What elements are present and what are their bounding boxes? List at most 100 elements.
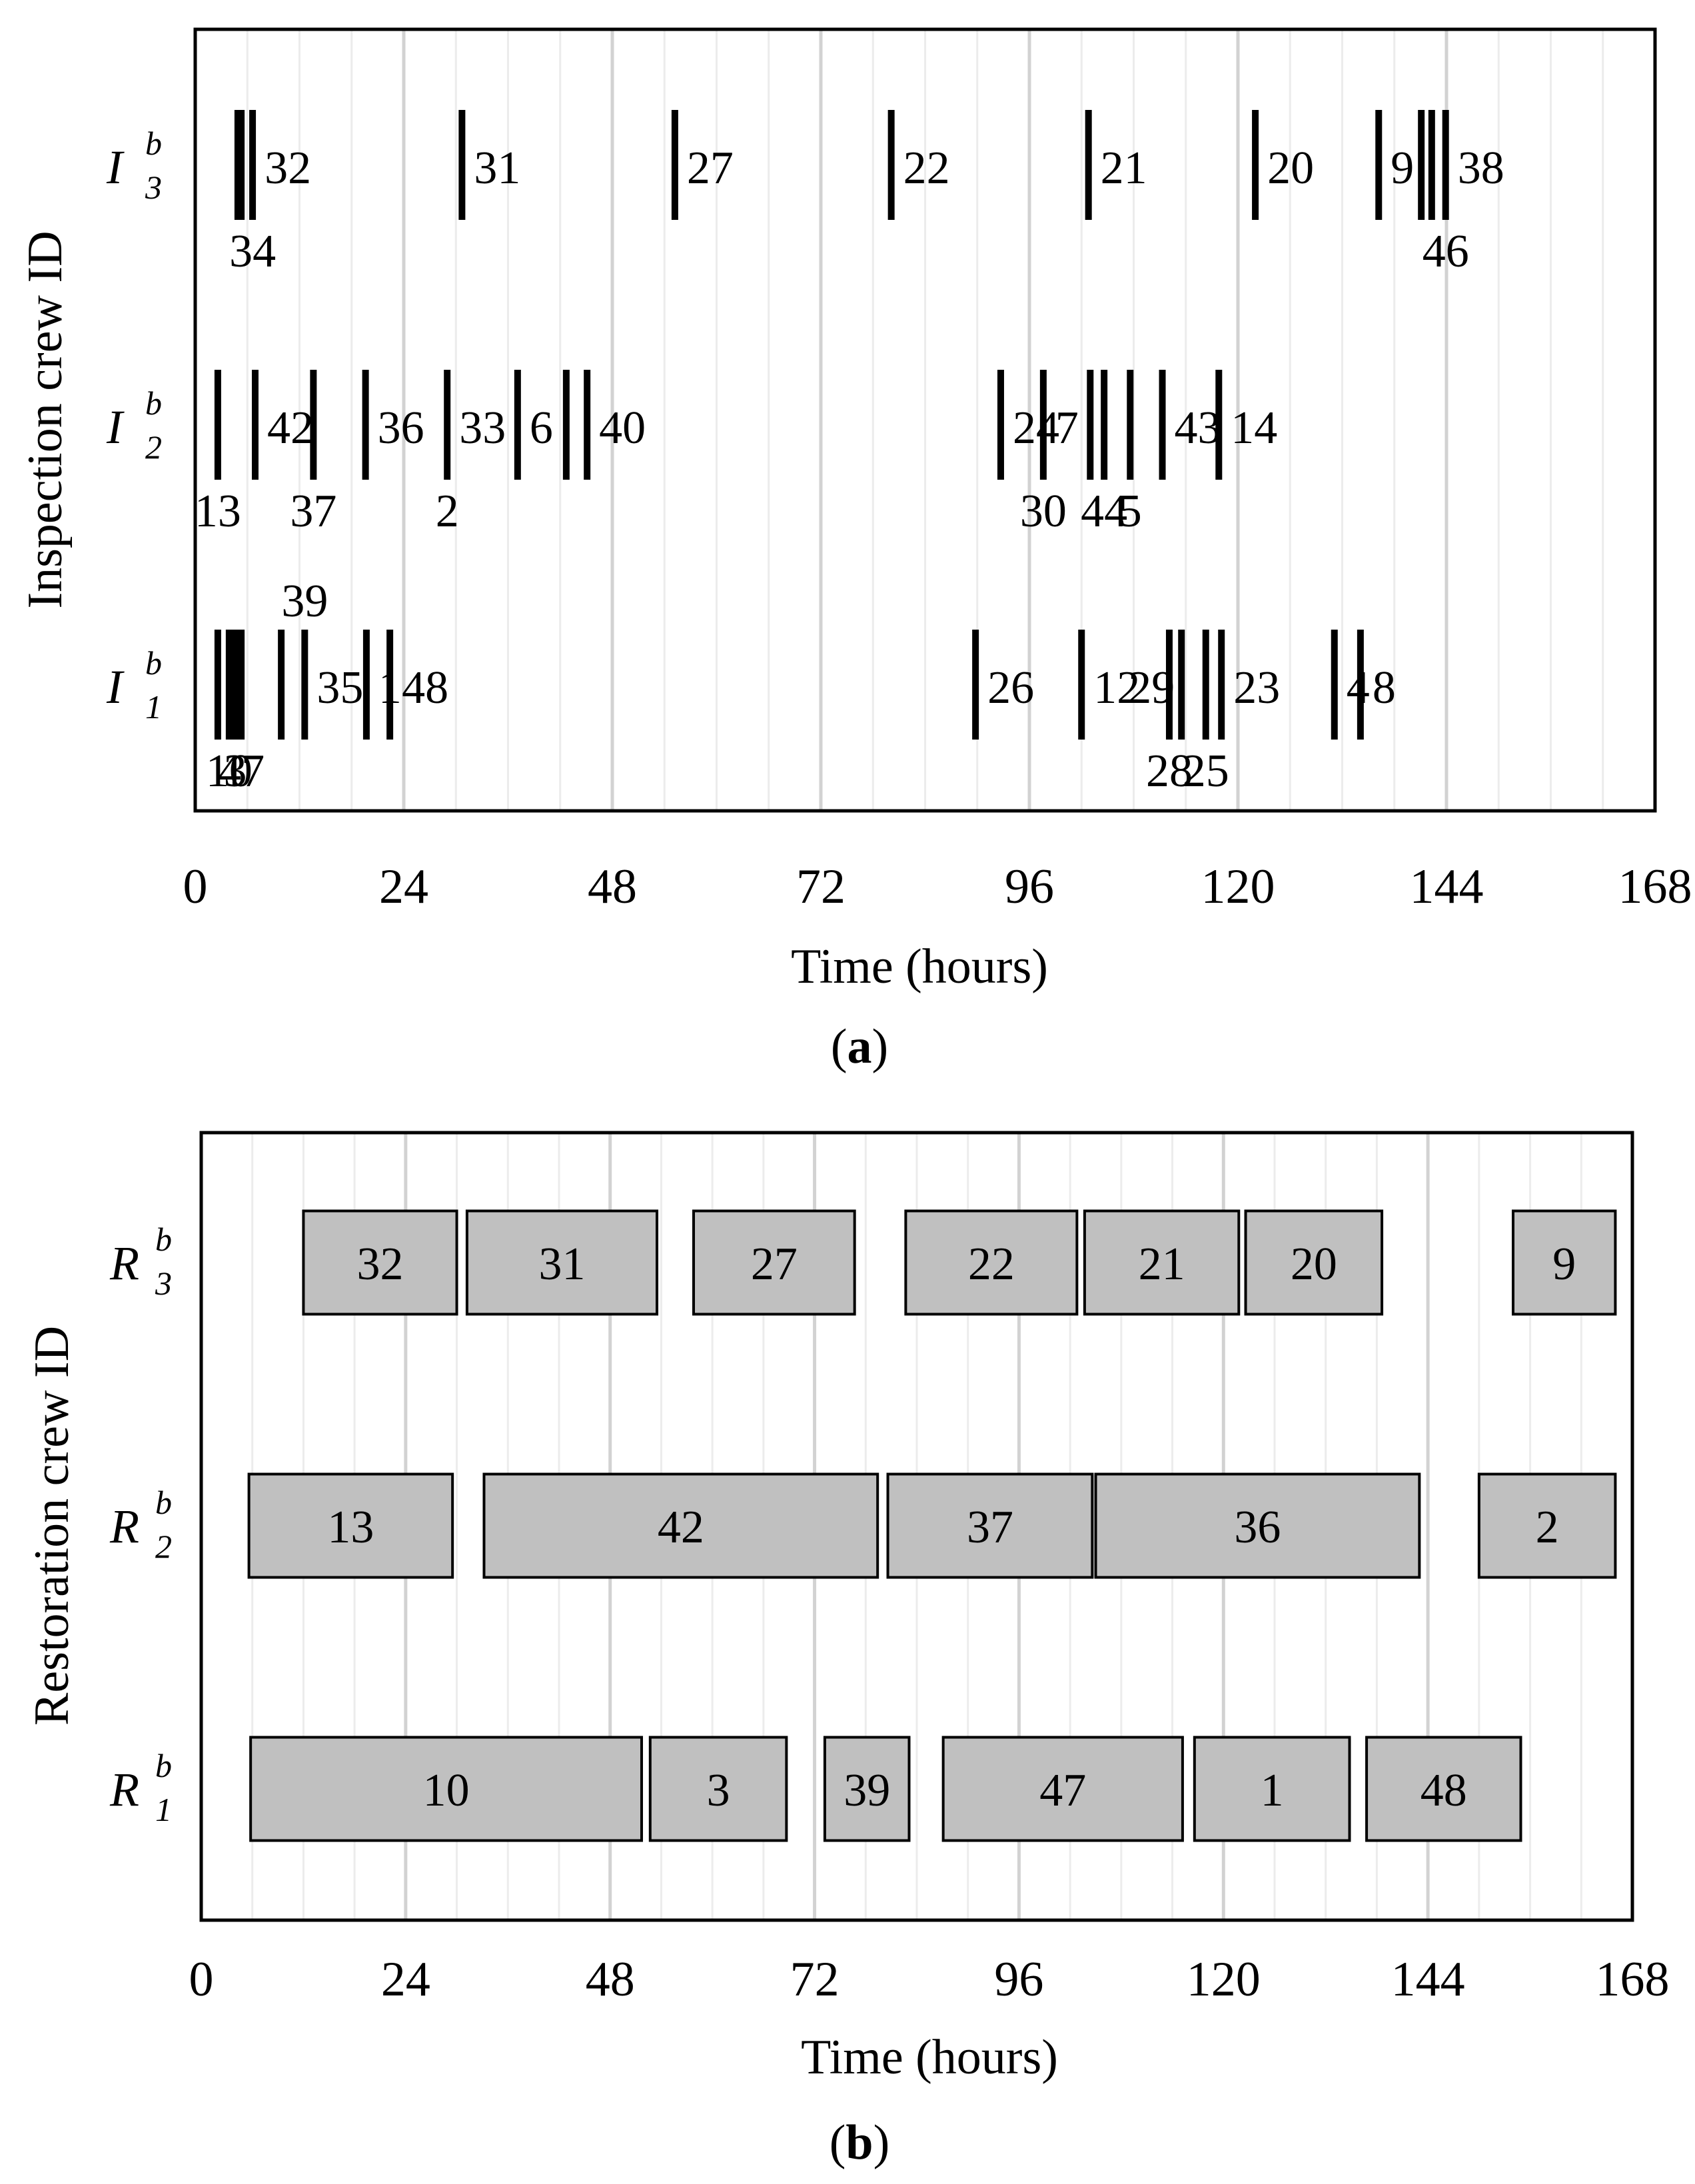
task-label: 9: [1552, 1239, 1576, 1290]
x-tick-label: 48: [588, 859, 637, 914]
panel-b-x-tick-labels: 0 24 48 72 96 120 144 168: [189, 1952, 1670, 2007]
task-label: 42: [658, 1502, 704, 1553]
event-label-below: 46: [1422, 226, 1469, 277]
crew-subscript: 3: [155, 1265, 172, 1302]
event-label: 24: [1013, 402, 1059, 454]
crew-letter: R: [109, 1763, 139, 1816]
event-label-below: 44: [1081, 486, 1127, 537]
task-bar: [1193, 1736, 1351, 1842]
task-bar: [904, 1209, 1079, 1316]
event-label: 14: [1231, 402, 1277, 454]
x-tick-label: 144: [1410, 859, 1484, 914]
event-mark: [1252, 110, 1259, 220]
task-label: 22: [968, 1239, 1015, 1290]
event-mark: [1085, 110, 1092, 220]
task-bar: [1244, 1209, 1384, 1316]
panel-a-plot-frame: [193, 27, 1657, 813]
event-label: 42: [267, 402, 314, 454]
crew-superscript: b: [155, 1221, 172, 1258]
event-label: 26: [987, 662, 1034, 714]
crew-superscript: b: [155, 1747, 172, 1784]
event-mark: [1331, 630, 1338, 740]
event-mark: [1165, 630, 1173, 740]
panel-a-y-axis-label: Inspection crew ID: [18, 231, 73, 608]
panel-a-x-axis-label: Time (hours): [791, 939, 1048, 994]
task-bar: [1083, 1209, 1241, 1316]
task-label: 37: [967, 1502, 1013, 1553]
event-mark: [972, 630, 979, 740]
x-tick-label: 24: [379, 859, 428, 914]
task-bar-group: 42: [482, 1472, 879, 1579]
event-mark: [1218, 630, 1225, 740]
event-mark: [1357, 630, 1364, 740]
task-bar-group: 27: [692, 1209, 856, 1316]
task-label: 48: [1420, 1765, 1467, 1816]
task-label: 27: [751, 1239, 798, 1290]
task-bar-group: 48: [1365, 1736, 1522, 1842]
event-mark: [1101, 370, 1108, 480]
x-tick-label: 72: [796, 859, 846, 914]
panel-b-caption: (b): [830, 2115, 889, 2170]
event-mark: [1375, 110, 1383, 220]
task-bar: [886, 1472, 1094, 1579]
crew-subscript: 2: [155, 1528, 172, 1565]
event-mark: [1418, 110, 1425, 220]
task-bar-group: 3: [648, 1736, 788, 1842]
event-label: 40: [599, 402, 646, 454]
event-label: 6: [530, 402, 553, 454]
crew-superscript: b: [155, 1484, 172, 1521]
event-mark: [584, 370, 591, 480]
event-label-below: 37: [290, 486, 336, 537]
event-label: 38: [1458, 143, 1504, 194]
event-mark: [238, 110, 245, 220]
x-tick-label: 24: [381, 1952, 430, 2007]
task-bar-group: 22: [904, 1209, 1079, 1316]
event-mark: [1159, 370, 1166, 480]
task-label: 1: [1261, 1765, 1284, 1816]
event-label: 48: [402, 662, 448, 714]
task-bar-group: 36: [1094, 1472, 1421, 1579]
event-mark: [214, 630, 221, 740]
event-label-below: 34: [229, 226, 276, 277]
task-bar: [1512, 1209, 1617, 1316]
x-tick-label: 168: [1596, 1952, 1670, 2007]
x-tick-label: 144: [1391, 1952, 1465, 2007]
task-label: 47: [1039, 1765, 1086, 1816]
event-mark: [562, 370, 570, 480]
crew-subscript: 2: [145, 428, 162, 466]
panel-a-caption: (a): [831, 1019, 888, 1074]
event-label: 7: [1055, 402, 1079, 454]
x-tick-label: 72: [790, 1952, 840, 2007]
task-bar-group: 9: [1512, 1209, 1617, 1316]
task-bar-group: 20: [1244, 1209, 1384, 1316]
event-mark: [234, 110, 241, 220]
task-bar: [465, 1209, 659, 1316]
task-label: 36: [1234, 1502, 1281, 1553]
task-bar-group: 37: [886, 1472, 1094, 1579]
task-bar: [941, 1736, 1184, 1842]
task-bar-group: 2: [1477, 1472, 1617, 1579]
event-mark: [1127, 370, 1134, 480]
event-mark: [278, 630, 285, 740]
panel-b-caption-letter: b: [846, 2115, 873, 2170]
panel-a-x-tick-labels: 0 24 48 72 96 120 144 168: [183, 859, 1692, 914]
panel-b-restoration-chart: 32 31 27 22 21 20 913 42 37 36 210 3 39 47 1 48 0 24 48 72…: [25, 1131, 1670, 2170]
task-bar-group: 13: [247, 1472, 454, 1579]
event-label: 4: [1347, 662, 1370, 714]
panel-b-y-axis-label: Restoration crew ID: [25, 1326, 79, 1726]
x-tick-label: 96: [994, 1952, 1043, 2007]
event-mark: [671, 110, 678, 220]
task-label: 13: [327, 1502, 374, 1553]
event-label: 22: [903, 143, 950, 194]
event-label: 36: [378, 402, 424, 454]
event-mark: [238, 630, 245, 740]
x-tick-label: 48: [586, 1952, 635, 2007]
crew-letter: R: [109, 1237, 139, 1290]
event-label-left: 29: [1128, 662, 1175, 714]
task-bar: [302, 1209, 458, 1316]
event-mark: [214, 370, 221, 480]
